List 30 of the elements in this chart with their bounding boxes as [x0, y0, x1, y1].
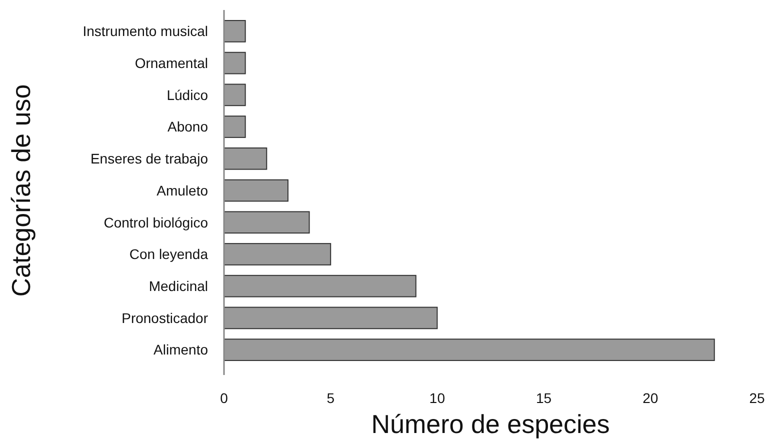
- x-tick-label: 20: [642, 390, 658, 406]
- bar: [224, 116, 246, 138]
- bar: [224, 274, 416, 298]
- x-tick-label: 25: [749, 390, 765, 406]
- y-tick-label: Instrumento musical: [82, 23, 208, 40]
- bar: [224, 243, 332, 266]
- y-tick-label: Pronosticador: [122, 310, 208, 326]
- y-axis-title: Categorías de uso: [6, 84, 36, 297]
- bar: [224, 306, 438, 330]
- bar: [224, 84, 246, 106]
- x-tick-label: 5: [326, 390, 335, 406]
- bar: [224, 179, 288, 202]
- y-tick-label: Con leyenda: [129, 246, 208, 262]
- y-tick-label: Enseres de trabajo: [90, 150, 208, 167]
- y-tick-label: Alimento: [154, 342, 208, 358]
- y-tick-label: Ornamental: [134, 54, 208, 71]
- bar: [224, 338, 715, 361]
- y-tick-label: Abono: [168, 118, 208, 135]
- bar: [224, 20, 246, 42]
- y-tick-label: Lúdico: [166, 86, 208, 103]
- x-tick-label: 15: [536, 390, 552, 406]
- x-axis-title: Número de especies: [371, 409, 610, 439]
- bar: [224, 211, 310, 234]
- y-tick-label: Control biológico: [104, 214, 208, 230]
- y-tick-label: Amuleto: [156, 182, 208, 198]
- x-tick-label: 10: [429, 390, 446, 406]
- bar: [224, 147, 268, 170]
- bar: [224, 52, 246, 74]
- y-tick-label: Medicinal: [148, 278, 208, 294]
- x-tick-label: 0: [220, 390, 228, 406]
